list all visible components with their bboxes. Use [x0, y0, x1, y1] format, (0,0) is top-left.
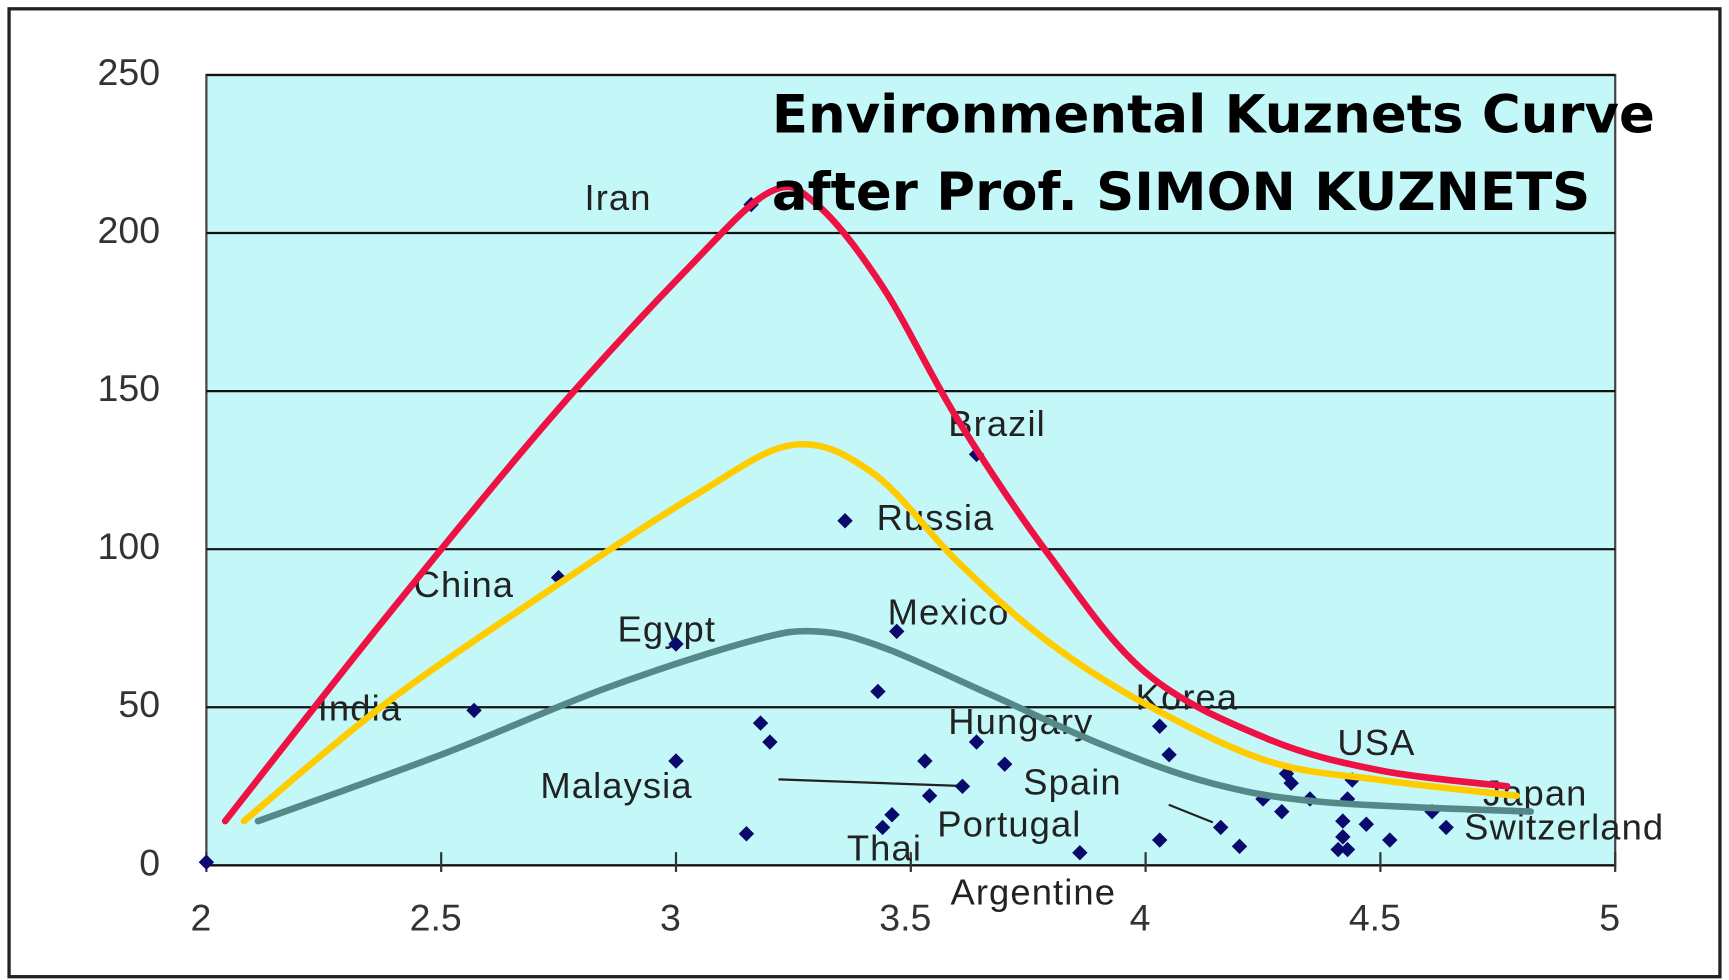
y-tick-label: 100 [98, 525, 161, 567]
scatter-point [752, 715, 769, 731]
annotation: Spain [1023, 761, 1122, 802]
scatter-point [1382, 832, 1398, 848]
annotation: China [414, 564, 515, 605]
chart-layer: 0 50 100 150 200 250 2 2.5 3 3.5 4 4.5 5 Iran Brazil Ru… [98, 51, 1664, 939]
curve [254, 627, 1534, 825]
annotation: Iran [585, 177, 652, 218]
scatter-point [1072, 844, 1088, 861]
y-tick-label: 200 [98, 209, 161, 251]
x-tick-label: 2.5 [410, 896, 462, 938]
scatter-point [1231, 838, 1248, 855]
chart-title: Environmental Kuznets Curve [772, 85, 1655, 146]
x-tick-label: 3.5 [879, 896, 931, 938]
annotation: Malaysia [540, 765, 692, 806]
scatter-point [1330, 841, 1346, 858]
annotation: Korea [1136, 677, 1239, 718]
scatter-point [1358, 816, 1375, 832]
scatter-point [1274, 803, 1290, 820]
scatter-point [466, 702, 482, 719]
annotation: Russia [877, 497, 995, 538]
scatter-point [1151, 832, 1168, 848]
annotation: Egypt [618, 608, 717, 649]
annotation: Mexico [888, 592, 1010, 633]
scatter-point [874, 819, 891, 836]
curve [240, 440, 1520, 825]
scatter-point [1339, 841, 1356, 858]
scatter-point [884, 807, 900, 823]
annotation: Thai [847, 828, 922, 869]
y-tick-label: 50 [118, 683, 160, 725]
scatter-point [738, 826, 755, 842]
leader-line [1168, 803, 1214, 824]
scatter-point [917, 753, 933, 769]
scatter-point [997, 756, 1013, 772]
scatter-point [1161, 746, 1177, 763]
scatter-point [888, 623, 905, 640]
y-tick-label: 150 [98, 367, 161, 409]
scatter-point [1335, 813, 1351, 829]
scatter-point [837, 513, 853, 529]
scatter-point [921, 788, 938, 804]
scatter-point [668, 753, 684, 769]
x-tick-label: 2 [190, 896, 211, 938]
annotation: Argentine [950, 872, 1116, 913]
scatter-point [1335, 829, 1351, 845]
curve [221, 183, 1511, 825]
scatter-point [668, 636, 684, 652]
x-tick-label: 4 [1130, 896, 1151, 938]
annotation: Portugal [937, 803, 1081, 844]
x-tick-label: 3 [660, 896, 681, 938]
y-tick-label: 250 [98, 51, 161, 93]
scatter-point [1151, 718, 1168, 734]
chart-subtitle: after Prof. SIMON KUZNETS [772, 162, 1590, 223]
scatter-point [1438, 819, 1454, 836]
scatter-point [1213, 819, 1229, 836]
scatter-point [1283, 775, 1299, 791]
annotation: Brazil [948, 403, 1046, 444]
plot-area [205, 73, 1617, 867]
scatter-point [762, 734, 778, 750]
annotation: USA [1337, 722, 1415, 763]
x-tick-label: 4.5 [1349, 896, 1401, 938]
y-tick-label: 0 [139, 841, 160, 883]
scatter-point [198, 854, 215, 870]
leader-line [778, 778, 963, 788]
scatter-point [968, 734, 985, 750]
scatter-point [870, 683, 886, 700]
scatter-point [954, 778, 971, 795]
x-tick-label: 5 [1599, 896, 1620, 938]
